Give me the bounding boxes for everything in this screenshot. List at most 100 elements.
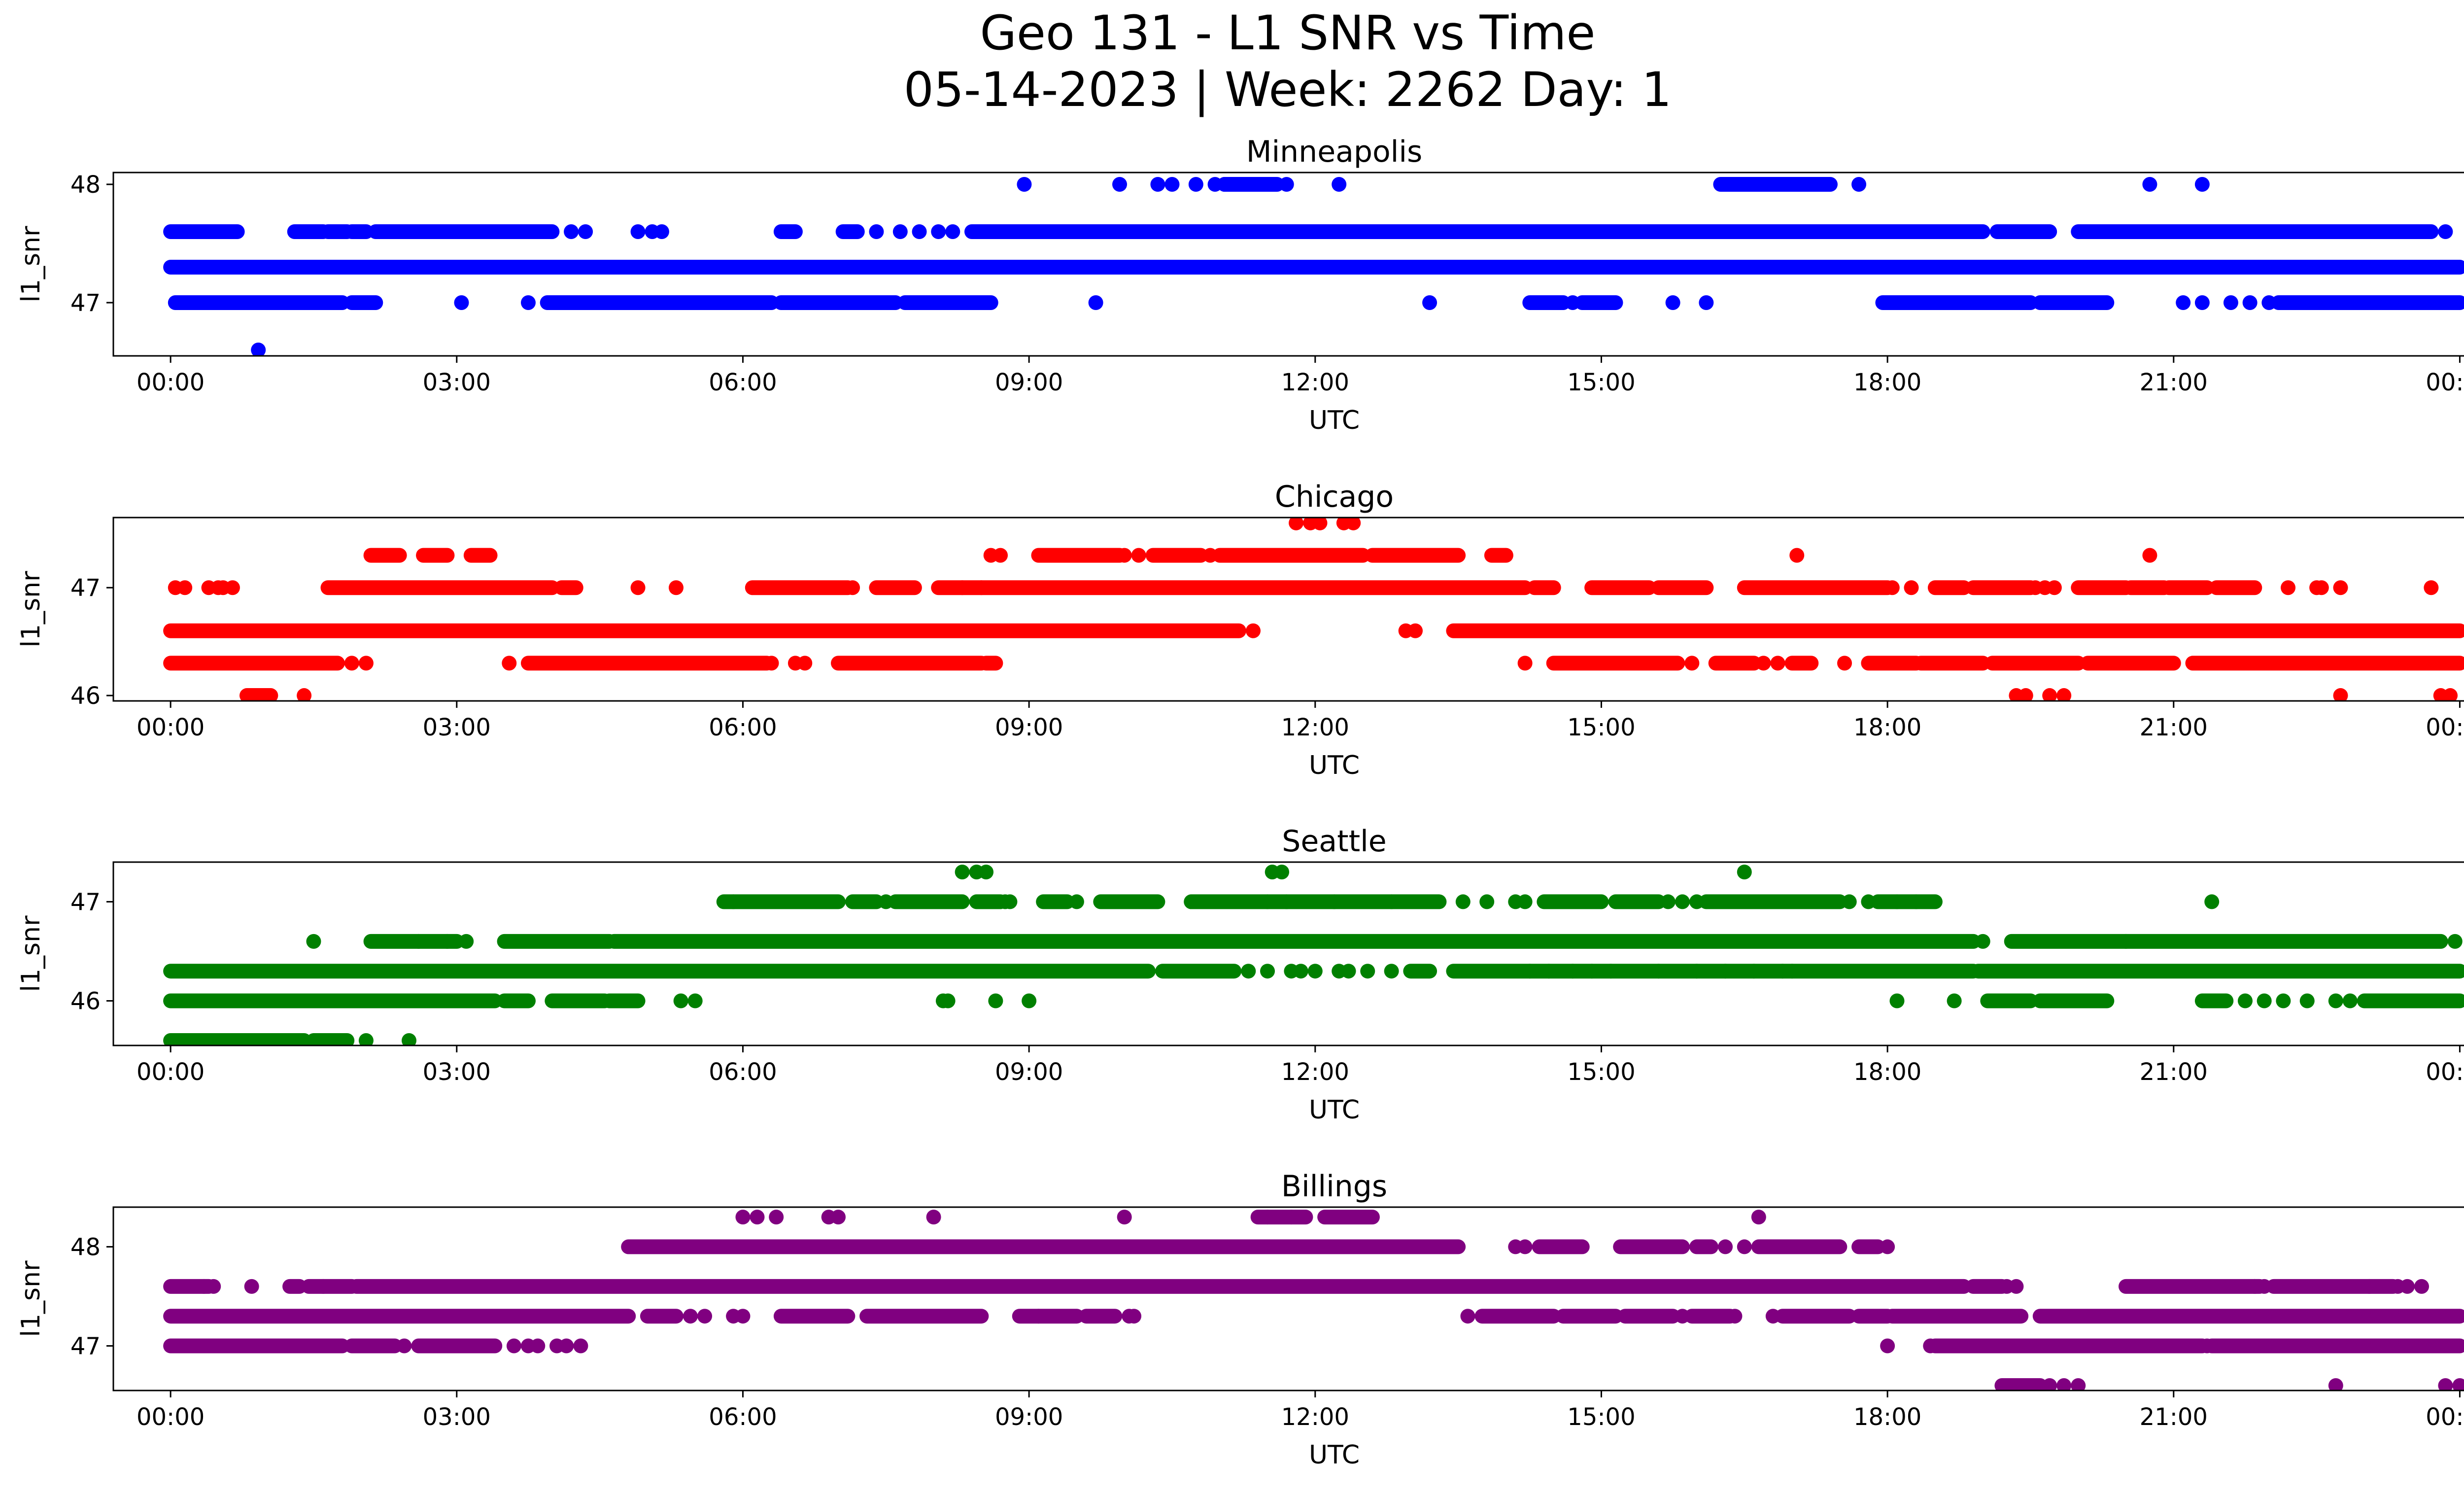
scatter-point — [2056, 688, 2072, 701]
scatter-point — [1517, 894, 1533, 909]
scatter-point — [2447, 934, 2463, 949]
x-tick-label: 00:00 — [2426, 369, 2464, 396]
x-tick-label: 09:00 — [995, 369, 1063, 396]
scatter-point — [993, 548, 1008, 563]
scatter-point — [2314, 580, 2329, 595]
scatter-point — [1522, 964, 1538, 979]
x-tick-label: 00:00 — [2426, 1058, 2464, 1086]
scatter-point — [769, 1210, 784, 1225]
scatter-point — [1584, 964, 1600, 979]
x-axis-label: UTC — [1309, 1095, 1360, 1125]
scatter-point — [1131, 548, 1146, 563]
scatter-point — [2142, 177, 2157, 192]
scatter-point — [1904, 580, 1919, 595]
x-tick-label: 12:00 — [1281, 1403, 1349, 1431]
scatter-point — [315, 1279, 331, 1294]
scatter-point — [1851, 177, 1867, 192]
scatter-point — [2414, 1279, 2430, 1294]
scatter-point — [506, 1338, 521, 1354]
scatter-point — [2071, 1378, 2086, 1391]
scatter-point — [1241, 964, 1256, 979]
scatter-point — [668, 580, 684, 595]
y-tick-label: 47 — [70, 574, 101, 602]
scatter-point — [979, 865, 994, 880]
scatter-point — [1112, 177, 1128, 192]
scatter-point — [683, 1309, 698, 1324]
scatter-point — [955, 865, 970, 880]
x-tick-label: 18:00 — [1853, 369, 1921, 396]
scatter-point — [1274, 865, 1290, 880]
scatter-point — [1279, 894, 1294, 909]
scatter-point — [2223, 295, 2238, 310]
scatter-point — [988, 993, 1003, 1008]
x-tick-label: 00:00 — [2426, 1403, 2464, 1431]
scatter-point — [1737, 1239, 1752, 1254]
x-tick-label: 15:00 — [1567, 369, 1635, 396]
scatter-point — [177, 580, 193, 595]
scatter-point — [2028, 580, 2043, 595]
scatter-point — [1665, 295, 1680, 310]
scatter-point — [940, 993, 956, 1008]
scatter-point — [1284, 1210, 1299, 1225]
x-tick-label: 15:00 — [1567, 1058, 1635, 1086]
x-tick-label: 18:00 — [1853, 1058, 1921, 1086]
x-axis-label: UTC — [1309, 406, 1360, 435]
scatter-point — [1689, 964, 1705, 979]
plot-frame — [112, 1206, 2464, 1391]
scatter-point — [1164, 177, 1180, 192]
scatter-point — [2424, 580, 2439, 595]
scatter-point — [440, 934, 455, 949]
scatter-point — [2342, 993, 2358, 1008]
subplot-title: Seattle — [1282, 824, 1386, 859]
scatter-point — [1293, 964, 1308, 979]
scatter-point — [1699, 295, 1714, 310]
scatter-point — [2237, 993, 2253, 1008]
scatter-point — [2452, 1378, 2464, 1391]
x-tick-label: 03:00 — [423, 1058, 491, 1086]
scatter-point — [2281, 580, 2296, 595]
scatter-point — [831, 1210, 846, 1225]
scatter-point — [1289, 518, 1304, 530]
scatter-point — [1751, 1210, 1766, 1225]
scatter-point — [1884, 580, 1900, 595]
x-tick-label: 00:00 — [137, 1058, 205, 1086]
scatter-point — [735, 1210, 751, 1225]
subplot-minneapolis: Minneapolis 00:00 03:00 06:00 09:00 12:00 15:0… — [16, 135, 2464, 435]
scatter-point — [1117, 548, 1132, 563]
scatter-point — [1651, 964, 1666, 979]
scatter-point — [2119, 934, 2134, 949]
scatter-point — [578, 224, 593, 239]
scatter-point — [1460, 1309, 1475, 1324]
scatter-point — [697, 1309, 713, 1324]
scatter-point — [1384, 894, 1399, 909]
scatter-point — [1947, 993, 1962, 1008]
scatter-point — [454, 295, 469, 310]
scatter-point — [630, 580, 646, 595]
scatter-point — [1455, 894, 1471, 909]
subplot-chicago: Chicago 00:00 03:00 06:00 09:00 12:00 15:00 18:… — [16, 480, 2464, 780]
scatter-point — [1746, 964, 1762, 979]
scatter-point — [1789, 548, 1805, 563]
x-tick-label: 18:00 — [1853, 714, 1921, 741]
y-tick-label: 47 — [70, 888, 101, 916]
scatter-point — [1202, 548, 1218, 563]
scatter-point — [2361, 1279, 2377, 1294]
scatter-point — [1842, 894, 1857, 909]
scatter-point — [2328, 1378, 2343, 1391]
scatter-point — [573, 1338, 588, 1354]
scatter-point — [1727, 1309, 1743, 1324]
y-axis-label: l1_snr — [16, 226, 46, 303]
scatter-point — [726, 894, 741, 909]
scatter-point — [358, 1033, 374, 1045]
scatter-point — [654, 224, 669, 239]
x-tick-label: 21:00 — [2140, 1058, 2208, 1086]
scatter-point — [1909, 894, 1924, 909]
scatter-point — [1017, 177, 1032, 192]
subplot-title: Chicago — [1275, 480, 1394, 514]
subplot-title: Billings — [1281, 1169, 1387, 1204]
scatter-point — [2042, 1378, 2057, 1391]
scatter-point — [2299, 993, 2315, 1008]
scatter-point — [2194, 295, 2210, 310]
scatter-point — [1756, 656, 1771, 671]
